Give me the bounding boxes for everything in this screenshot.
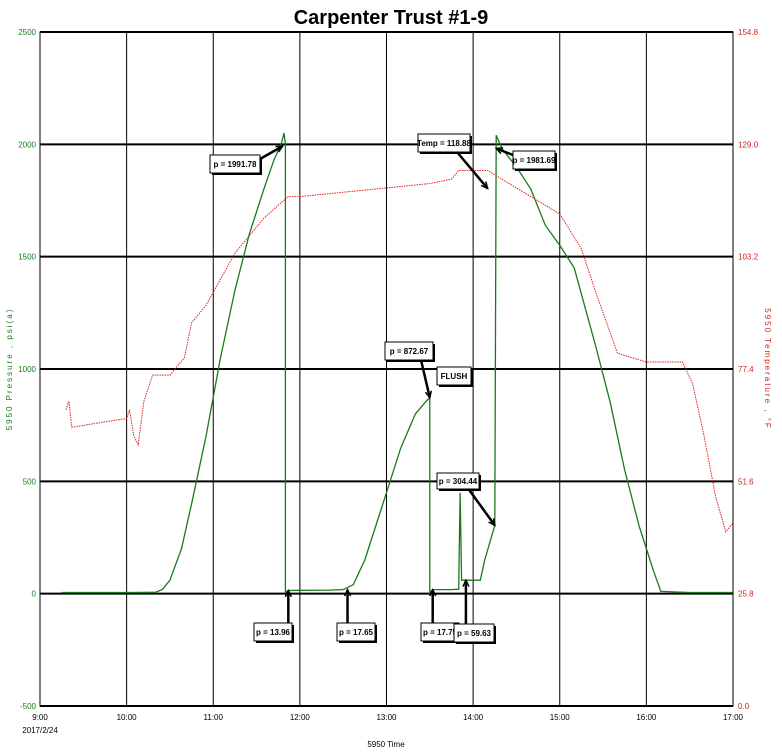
annotation-arrow-head [424,390,433,400]
annotation-box [209,154,261,174]
annotation-arrow-head [462,578,470,587]
x-tick-label: 13:00 [376,713,397,722]
annotation-box [336,622,376,642]
annotation-box [512,150,556,170]
annotation-box [253,622,293,642]
annotation: p = 13.96 [253,588,294,643]
y-tick-label-right: 51.6 [738,477,754,486]
annotation-arrow-line [259,145,284,161]
y-tick-label-left: 1500 [18,253,36,262]
y-tick-label-right: 25.8 [738,590,754,599]
annotation-arrow-head [343,587,352,597]
tick-labels: 9:00 10:00 11:00 12:00 13:00 14:00 15:00 16:00 1… [18,28,758,722]
x-tick-label: 11:00 [204,713,224,722]
annotation-box [384,341,434,361]
x-tick-label: 12:00 [290,713,311,722]
y-tick-label-right: 154.8 [738,28,759,37]
plot-frame [39,31,734,707]
annotation-label: FLUSH [441,372,468,381]
y-tick-label-left: 0 [32,590,37,599]
x-tick-label: 15:00 [550,713,571,722]
series-layer [61,132,734,595]
annotation: p = 1991.78 [209,145,284,175]
chart-title: Carpenter Trust #1-9 [294,7,489,29]
y-tick-label-left: -500 [20,702,37,711]
annotation-arrow-head [494,147,504,155]
annotation-arrow-head [429,587,437,597]
annotation-arrow-line [467,488,496,527]
temperature-series-line [65,170,734,533]
annotation-box [436,472,480,490]
y-tick-label-left: 500 [23,477,37,486]
x-date-label: 2017/2/24 [22,726,58,735]
annotation: p = 304.44 [436,472,496,527]
annotation: p = 17.75 [420,587,461,643]
annotation-label: p = 17.65 [339,628,374,637]
annotation-arrow-line [419,359,432,398]
annotation-arrow-line [456,151,489,190]
y-tick-label-right: 129.0 [738,140,759,149]
x-tick-label: 16:00 [636,713,657,722]
x-tick-label: 10:00 [117,713,138,722]
y-tick-label-left: 2000 [18,140,36,149]
y-tick-label-right: 103.2 [738,253,759,262]
annotation: p = 17.65 [336,587,377,643]
x-tick-label: 17:00 [723,713,744,722]
y-tick-label-left: 1000 [18,365,36,374]
annotations: p = 1991.78 Temp = 118.88 p = 1981.69 p = 8… [209,133,557,644]
annotation-box [453,623,495,643]
annotation-arrow-head [275,145,284,153]
pressure-series-line [61,132,733,595]
y-tick-label-right: 0.0 [738,702,750,711]
x-tick-label: 9:00 [32,713,48,722]
annotation: Temp = 118.88 [417,133,489,190]
annotation: FLUSH [436,366,473,387]
annotation-arrow-head [284,588,293,598]
annotation-label: p = 872.67 [390,347,429,356]
annotation: p = 872.67 [384,341,435,400]
annotation-arrow-line [495,147,514,157]
annotation-arrow-head [488,518,496,527]
annotation-label: p = 59.63 [457,629,492,638]
y-tick-label-left: 2500 [18,28,36,37]
annotation-label: p = 1981.69 [513,156,556,165]
annotation-label: p = 17.75 [423,628,458,637]
annotation: p = 59.63 [453,578,496,644]
x-axis-label: 5950 Time [367,740,405,749]
annotation-label: Temp = 118.88 [417,139,471,148]
y-tick-label-right: 77.4 [738,365,754,374]
annotation-label: p = 13.96 [256,628,291,637]
annotation-box [417,133,471,153]
annotation-label: p = 304.44 [439,477,478,486]
annotation-label: p = 1991.78 [214,160,257,169]
y-axis-label-left: 5950 Pressure , psi(a) [5,308,14,431]
y-axis-label-right: 5950 Temperature , °F [763,308,772,430]
annotation-box [436,366,472,386]
annotation: p = 1981.69 [494,147,557,171]
x-tick-label: 14:00 [463,713,484,722]
annotation-arrow-head [480,181,489,190]
